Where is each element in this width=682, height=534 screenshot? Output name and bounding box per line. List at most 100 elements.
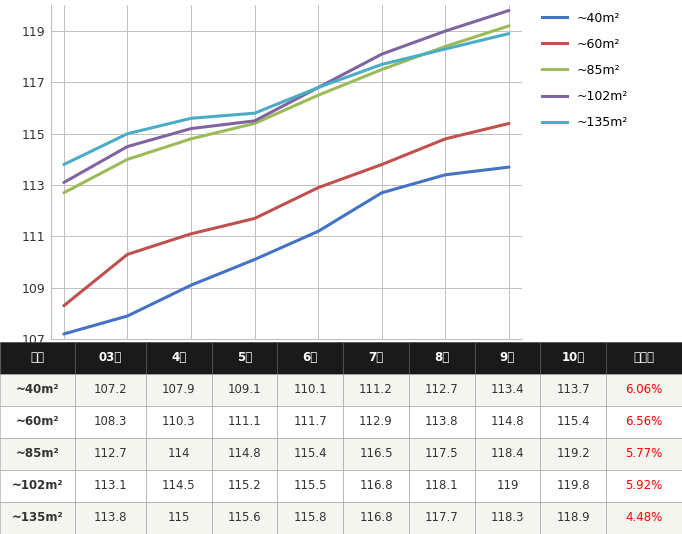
Bar	[146, 438, 211, 470]
Text: 상승률: 상승률	[634, 351, 655, 364]
Text: 115.4: 115.4	[293, 447, 327, 460]
Bar	[146, 342, 211, 374]
Bar	[0, 406, 75, 438]
Bar	[343, 406, 409, 438]
Text: 114.8: 114.8	[228, 447, 261, 460]
Text: 107.9: 107.9	[162, 383, 196, 396]
Bar	[343, 470, 409, 502]
Bar	[343, 438, 409, 470]
Text: 111.7: 111.7	[293, 415, 327, 428]
Bar	[278, 502, 343, 534]
Bar	[475, 342, 540, 374]
Bar	[0, 502, 75, 534]
Text: 115.8: 115.8	[293, 512, 327, 524]
Text: 113.7: 113.7	[557, 383, 590, 396]
Bar	[606, 470, 682, 502]
Text: 119: 119	[496, 480, 519, 492]
Text: 115.2: 115.2	[228, 480, 261, 492]
Bar	[475, 502, 540, 534]
Text: 119.8: 119.8	[557, 480, 590, 492]
Text: 114: 114	[168, 447, 190, 460]
Bar	[606, 406, 682, 438]
Bar	[75, 502, 146, 534]
Text: ~40m²: ~40m²	[16, 383, 59, 396]
Text: 7월: 7월	[368, 351, 383, 364]
Bar	[343, 374, 409, 406]
Bar	[146, 470, 211, 502]
Bar	[278, 470, 343, 502]
Text: 112.9: 112.9	[359, 415, 393, 428]
Text: 4.48%: 4.48%	[625, 512, 663, 524]
Text: 6.06%: 6.06%	[625, 383, 663, 396]
Bar	[540, 342, 606, 374]
Text: 118.9: 118.9	[557, 512, 590, 524]
Text: 107.2: 107.2	[93, 383, 128, 396]
Text: 113.8: 113.8	[425, 415, 458, 428]
Text: 크기: 크기	[31, 351, 44, 364]
Bar	[75, 438, 146, 470]
Bar	[211, 502, 278, 534]
Text: ~60m²: ~60m²	[16, 415, 59, 428]
Text: 115.5: 115.5	[293, 480, 327, 492]
Bar	[409, 502, 475, 534]
Text: 114.5: 114.5	[162, 480, 196, 492]
Text: 6월: 6월	[303, 351, 318, 364]
Bar	[75, 374, 146, 406]
Text: 112.7: 112.7	[425, 383, 458, 396]
Text: 110.3: 110.3	[162, 415, 196, 428]
Text: 113.1: 113.1	[93, 480, 128, 492]
Bar	[211, 374, 278, 406]
Bar	[475, 374, 540, 406]
Text: 111.2: 111.2	[359, 383, 393, 396]
Bar	[146, 502, 211, 534]
Bar	[409, 406, 475, 438]
Bar	[343, 342, 409, 374]
Bar	[278, 374, 343, 406]
Bar	[0, 342, 75, 374]
Bar	[409, 470, 475, 502]
Bar	[409, 374, 475, 406]
Text: 114.8: 114.8	[490, 415, 524, 428]
Bar	[75, 342, 146, 374]
Bar	[278, 438, 343, 470]
Bar	[475, 470, 540, 502]
Bar	[540, 470, 606, 502]
Legend: ~40m², ~60m², ~85m², ~102m², ~135m²: ~40m², ~60m², ~85m², ~102m², ~135m²	[542, 12, 629, 129]
Bar	[211, 406, 278, 438]
Text: 8월: 8월	[434, 351, 449, 364]
Bar	[606, 502, 682, 534]
Bar	[75, 406, 146, 438]
Text: 118.1: 118.1	[425, 480, 458, 492]
Bar	[146, 406, 211, 438]
Bar	[475, 438, 540, 470]
Bar	[409, 342, 475, 374]
Text: 117.5: 117.5	[425, 447, 458, 460]
Bar	[606, 438, 682, 470]
Bar	[540, 438, 606, 470]
Text: 118.3: 118.3	[490, 512, 524, 524]
Bar	[606, 374, 682, 406]
Bar	[146, 374, 211, 406]
Text: ~135m²: ~135m²	[12, 512, 63, 524]
Bar	[606, 342, 682, 374]
Text: 116.8: 116.8	[359, 512, 393, 524]
Text: 5.77%: 5.77%	[625, 447, 663, 460]
Bar	[0, 374, 75, 406]
Text: 113.4: 113.4	[490, 383, 524, 396]
Text: 117.7: 117.7	[425, 512, 458, 524]
Text: 115: 115	[168, 512, 190, 524]
Text: 4월: 4월	[171, 351, 186, 364]
Text: 110.1: 110.1	[293, 383, 327, 396]
Bar	[211, 342, 278, 374]
Text: 03월: 03월	[99, 351, 122, 364]
Bar	[0, 438, 75, 470]
Text: 5월: 5월	[237, 351, 252, 364]
Bar	[540, 406, 606, 438]
Text: 112.7: 112.7	[93, 447, 128, 460]
Text: 115.6: 115.6	[228, 512, 261, 524]
Text: 9월: 9월	[500, 351, 515, 364]
Bar	[0, 470, 75, 502]
Text: 10월: 10월	[561, 351, 584, 364]
Bar	[409, 438, 475, 470]
Bar	[278, 342, 343, 374]
